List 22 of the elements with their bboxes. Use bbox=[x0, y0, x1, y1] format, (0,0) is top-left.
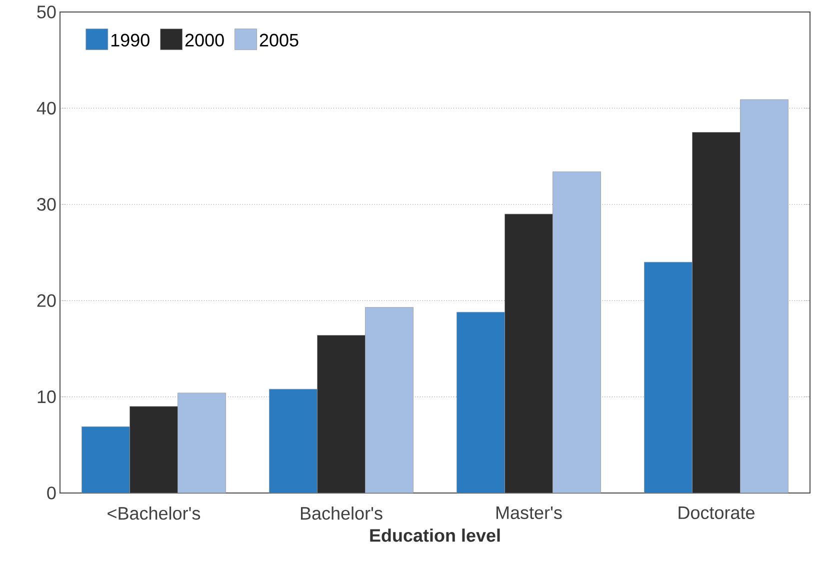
x-axis-title: Education level bbox=[370, 528, 500, 542]
y-tick-label: 0 bbox=[47, 486, 56, 500]
legend-label: 2005 bbox=[260, 34, 298, 47]
y-tick-label: 50 bbox=[37, 6, 56, 18]
y-tick-label: 40 bbox=[36, 102, 56, 115]
bar bbox=[644, 262, 692, 493]
y-tick-label: 10 bbox=[38, 390, 56, 404]
y-tick-label: 30 bbox=[37, 198, 56, 211]
bar bbox=[178, 392, 226, 493]
bar bbox=[740, 99, 788, 493]
bar bbox=[456, 312, 505, 493]
bar bbox=[365, 307, 414, 493]
bar bbox=[82, 426, 130, 493]
legend-label: 1990 bbox=[111, 34, 150, 47]
bar bbox=[269, 388, 318, 493]
x-tick-label: <Bachelor's bbox=[108, 506, 200, 520]
legend-label: 2000 bbox=[185, 34, 224, 47]
x-tick-label: Master's bbox=[496, 506, 562, 520]
y-tick-label: 20 bbox=[37, 294, 56, 307]
bar bbox=[552, 171, 601, 493]
x-tick-label: Doctorate bbox=[678, 506, 754, 520]
x-tick-label: Bachelor's bbox=[300, 506, 382, 520]
